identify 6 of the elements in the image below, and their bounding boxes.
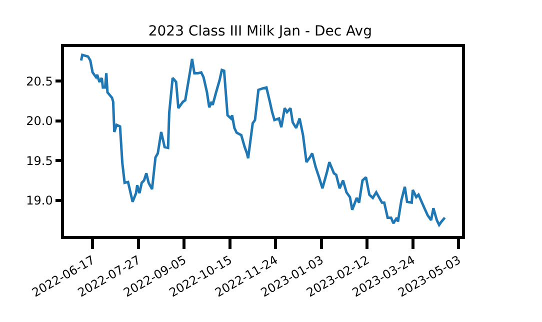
y-tick-label: 20.5 — [26, 74, 53, 88]
line-series — [80, 54, 446, 226]
y-tick-label: 19.5 — [26, 154, 53, 168]
chart-title: 2023 Class III Milk Jan - Dec Avg — [148, 23, 372, 40]
y-tick-label: 20.0 — [26, 114, 53, 128]
y-tick-label: 19.0 — [26, 193, 53, 208]
